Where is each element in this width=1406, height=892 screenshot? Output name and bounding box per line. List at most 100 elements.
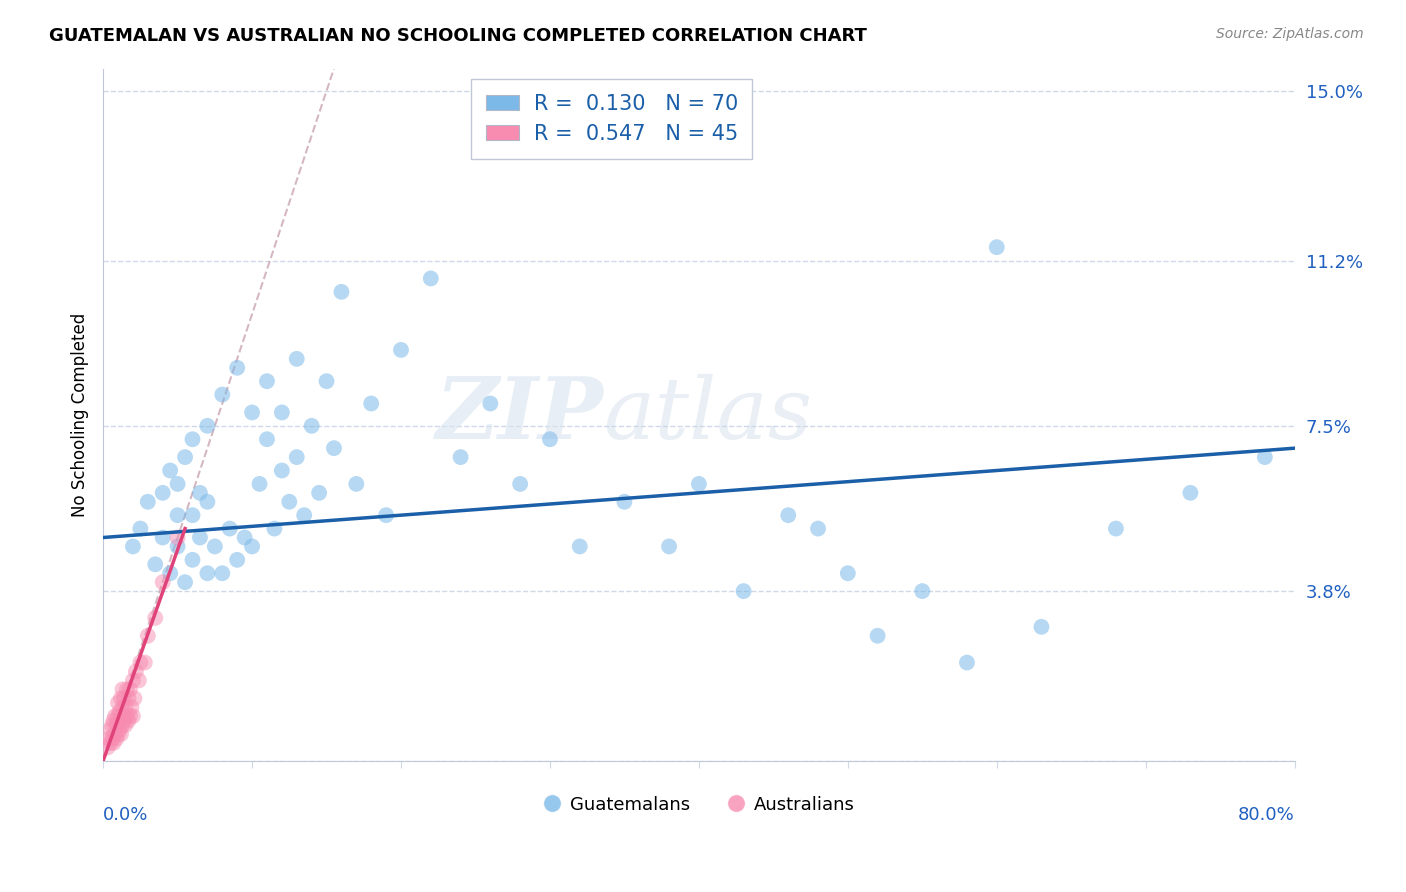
Point bbox=[117, 714, 139, 728]
Point bbox=[389, 343, 412, 357]
Point bbox=[256, 374, 278, 388]
Point bbox=[249, 476, 271, 491]
Text: Source: ZipAtlas.com: Source: ZipAtlas.com bbox=[1216, 27, 1364, 41]
Point bbox=[226, 553, 249, 567]
Point bbox=[152, 575, 174, 590]
Point bbox=[837, 566, 859, 581]
Point bbox=[152, 486, 174, 500]
Point bbox=[105, 731, 128, 746]
Point bbox=[98, 731, 121, 746]
Point bbox=[104, 709, 127, 723]
Point bbox=[211, 566, 233, 581]
Point bbox=[110, 709, 132, 723]
Point bbox=[105, 718, 128, 732]
Point bbox=[136, 629, 159, 643]
Point bbox=[256, 432, 278, 446]
Point bbox=[218, 522, 240, 536]
Point bbox=[538, 432, 561, 446]
Point bbox=[226, 360, 249, 375]
Text: ZIP: ZIP bbox=[436, 373, 603, 457]
Point bbox=[778, 508, 800, 523]
Point bbox=[240, 405, 263, 419]
Point bbox=[181, 508, 204, 523]
Point bbox=[197, 566, 219, 581]
Point bbox=[122, 709, 145, 723]
Point bbox=[111, 682, 134, 697]
Point bbox=[112, 714, 135, 728]
Point bbox=[107, 709, 129, 723]
Point bbox=[101, 718, 124, 732]
Point bbox=[115, 709, 138, 723]
Point bbox=[110, 691, 132, 706]
Point bbox=[166, 476, 188, 491]
Point bbox=[233, 531, 256, 545]
Point bbox=[107, 727, 129, 741]
Point bbox=[986, 240, 1008, 254]
Point bbox=[688, 476, 710, 491]
Point bbox=[111, 718, 134, 732]
Point bbox=[108, 723, 131, 737]
Point bbox=[129, 522, 152, 536]
Point bbox=[181, 432, 204, 446]
Point bbox=[159, 566, 181, 581]
Point bbox=[450, 450, 472, 464]
Point bbox=[1105, 522, 1128, 536]
Point bbox=[174, 450, 197, 464]
Point bbox=[118, 709, 141, 723]
Point bbox=[344, 476, 367, 491]
Point bbox=[211, 387, 233, 401]
Y-axis label: No Schooling Completed: No Schooling Completed bbox=[72, 312, 89, 516]
Point bbox=[100, 723, 122, 737]
Point bbox=[509, 476, 531, 491]
Point bbox=[128, 673, 150, 688]
Point bbox=[197, 495, 219, 509]
Point bbox=[263, 522, 285, 536]
Point bbox=[188, 531, 211, 545]
Point bbox=[97, 740, 120, 755]
Point bbox=[166, 508, 188, 523]
Point bbox=[807, 522, 830, 536]
Point bbox=[143, 558, 166, 572]
Point bbox=[104, 727, 127, 741]
Point bbox=[197, 418, 219, 433]
Point bbox=[278, 495, 301, 509]
Point bbox=[188, 486, 211, 500]
Point bbox=[152, 531, 174, 545]
Point bbox=[125, 665, 148, 679]
Point bbox=[285, 351, 308, 366]
Point bbox=[956, 656, 979, 670]
Point bbox=[103, 736, 125, 750]
Point bbox=[114, 718, 136, 732]
Point bbox=[103, 714, 125, 728]
Point bbox=[479, 396, 502, 410]
Point bbox=[1254, 450, 1277, 464]
Text: GUATEMALAN VS AUSTRALIAN NO SCHOOLING COMPLETED CORRELATION CHART: GUATEMALAN VS AUSTRALIAN NO SCHOOLING CO… bbox=[49, 27, 868, 45]
Point bbox=[330, 285, 353, 299]
Point bbox=[129, 656, 152, 670]
Point bbox=[117, 691, 139, 706]
Point bbox=[1180, 486, 1202, 500]
Point bbox=[100, 736, 122, 750]
Point bbox=[174, 575, 197, 590]
Point bbox=[658, 540, 681, 554]
Text: atlas: atlas bbox=[603, 374, 813, 456]
Point bbox=[240, 540, 263, 554]
Point bbox=[122, 540, 145, 554]
Point bbox=[118, 682, 141, 697]
Point bbox=[360, 396, 382, 410]
Point bbox=[270, 463, 292, 477]
Point bbox=[866, 629, 889, 643]
Point bbox=[101, 731, 124, 746]
Point bbox=[315, 374, 337, 388]
Point bbox=[115, 682, 138, 697]
Point bbox=[911, 584, 934, 599]
Point bbox=[166, 540, 188, 554]
Text: 80.0%: 80.0% bbox=[1237, 805, 1295, 824]
Point bbox=[166, 531, 188, 545]
Point bbox=[110, 727, 132, 741]
Point bbox=[323, 441, 346, 455]
Point bbox=[613, 495, 636, 509]
Point bbox=[285, 450, 308, 464]
Point bbox=[114, 700, 136, 714]
Point bbox=[111, 700, 134, 714]
